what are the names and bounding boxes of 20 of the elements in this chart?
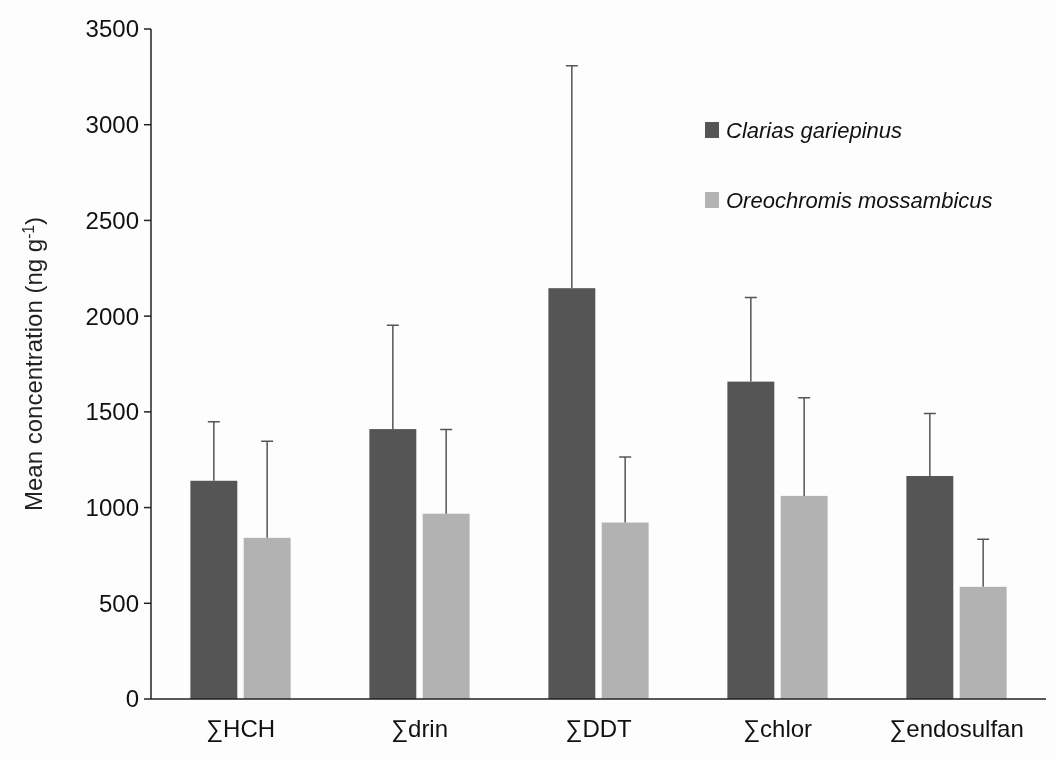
y-tick-label: 1000 [85, 493, 139, 521]
bar [780, 495, 828, 699]
y-tick-label: 2000 [85, 302, 139, 330]
y-tick-label: 2500 [85, 206, 139, 234]
x-tick-label: ∑drin [390, 715, 449, 743]
bar [243, 537, 291, 699]
y-tick-label: 1500 [85, 398, 139, 426]
bar [959, 586, 1007, 699]
legend-label: Clarias gariepinus [726, 117, 903, 143]
y-tick-label: 500 [98, 589, 139, 617]
bar [601, 522, 649, 699]
y-tick-label: 3500 [85, 15, 139, 43]
x-tick-label: ∑endosulfan [889, 715, 1024, 743]
bar [422, 513, 470, 699]
x-tick-label: ∑DDT [565, 715, 633, 743]
x-tick-label: ∑HCH [205, 715, 276, 743]
y-tick-label: 3000 [85, 111, 139, 139]
legend-label: Oreochromis mossambicus [726, 187, 993, 213]
x-tick-label: ∑chlor [742, 715, 813, 743]
y-tick-label: 0 [125, 685, 139, 713]
